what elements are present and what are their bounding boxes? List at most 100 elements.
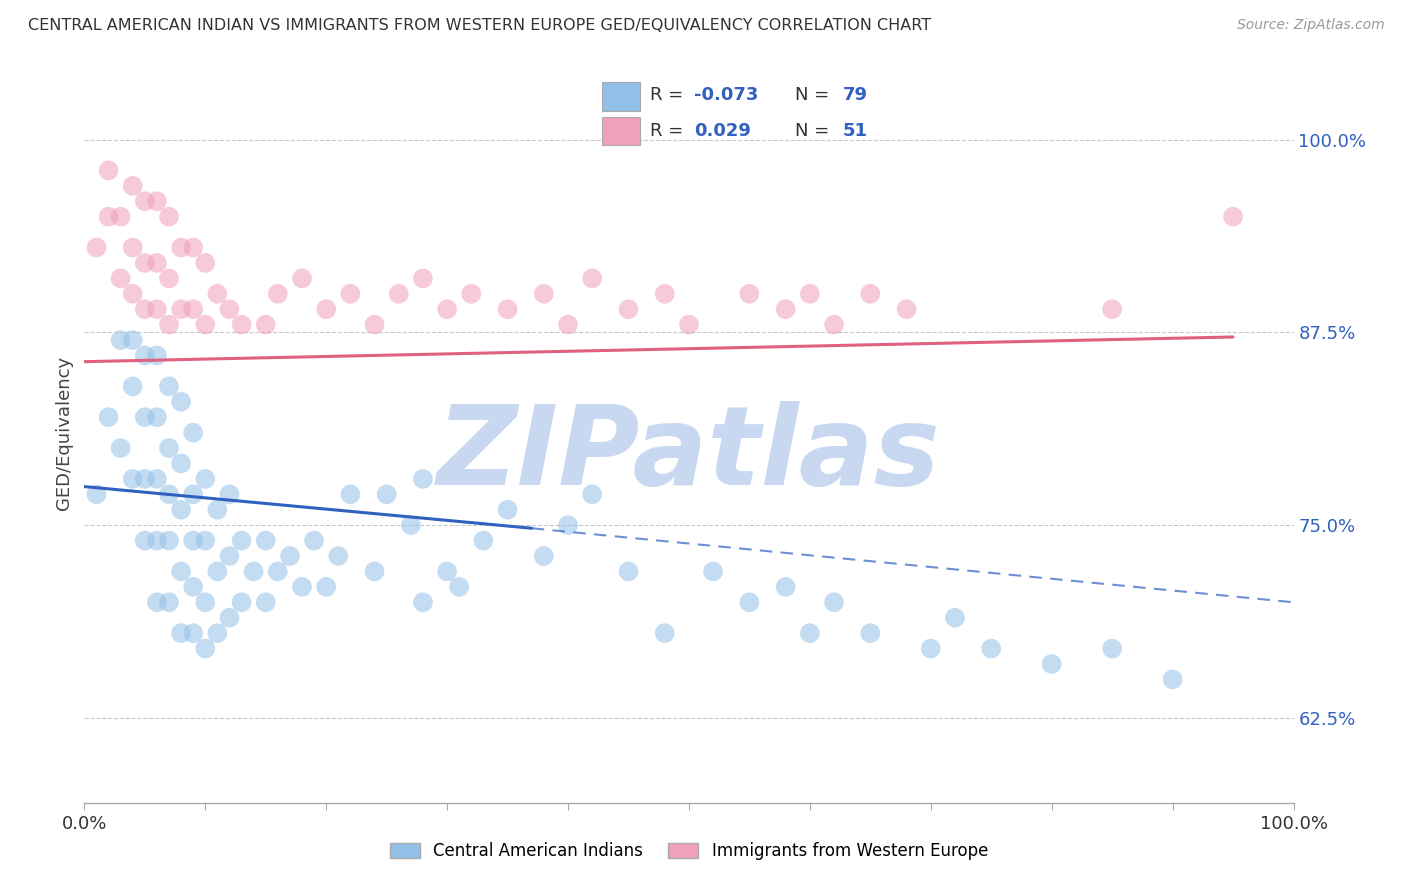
- Point: [496, 502, 519, 516]
- Point: [557, 518, 579, 533]
- Point: [617, 302, 640, 317]
- Point: [181, 487, 204, 501]
- Point: [363, 565, 385, 579]
- Point: [146, 410, 169, 425]
- Point: [134, 302, 156, 317]
- Point: [207, 565, 229, 579]
- Point: [207, 286, 229, 301]
- Point: [412, 271, 434, 285]
- Point: [436, 302, 458, 317]
- Point: [654, 286, 676, 301]
- Point: [328, 549, 350, 563]
- Point: [449, 580, 471, 594]
- Point: [375, 487, 398, 501]
- Point: [267, 286, 290, 301]
- Point: [157, 595, 180, 609]
- Point: [1040, 657, 1063, 671]
- Point: [1101, 302, 1123, 317]
- Point: [134, 410, 156, 425]
- Point: [678, 318, 700, 332]
- Point: [146, 595, 169, 609]
- Point: [980, 641, 1002, 656]
- Point: [181, 302, 204, 317]
- Point: [533, 286, 555, 301]
- Point: [254, 318, 277, 332]
- Point: [775, 302, 797, 317]
- Point: [170, 457, 193, 471]
- Point: [943, 611, 966, 625]
- Point: [134, 194, 156, 209]
- Text: CENTRAL AMERICAN INDIAN VS IMMIGRANTS FROM WESTERN EUROPE GED/EQUIVALENCY CORREL: CENTRAL AMERICAN INDIAN VS IMMIGRANTS FR…: [28, 18, 931, 33]
- Point: [799, 626, 821, 640]
- Point: [121, 379, 143, 393]
- Point: [134, 256, 156, 270]
- Point: [110, 333, 132, 347]
- Point: [110, 210, 132, 224]
- Point: [157, 533, 180, 548]
- Point: [412, 472, 434, 486]
- Point: [121, 240, 143, 254]
- Point: [134, 472, 156, 486]
- Point: [920, 641, 942, 656]
- Point: [121, 178, 143, 193]
- Point: [157, 271, 180, 285]
- Point: [170, 394, 193, 409]
- Text: Source: ZipAtlas.com: Source: ZipAtlas.com: [1237, 18, 1385, 32]
- Point: [496, 302, 519, 317]
- Point: [157, 487, 180, 501]
- Y-axis label: GED/Equivalency: GED/Equivalency: [55, 356, 73, 509]
- Point: [254, 533, 277, 548]
- Point: [170, 502, 193, 516]
- Point: [121, 472, 143, 486]
- Point: [363, 318, 385, 332]
- Point: [97, 410, 120, 425]
- Point: [315, 580, 337, 594]
- Point: [170, 626, 193, 640]
- Point: [194, 533, 217, 548]
- Point: [1222, 210, 1244, 224]
- Point: [399, 518, 422, 533]
- Point: [207, 502, 229, 516]
- Point: [1161, 673, 1184, 687]
- Point: [291, 580, 314, 594]
- Point: [302, 533, 325, 548]
- Point: [231, 533, 253, 548]
- Point: [1101, 641, 1123, 656]
- Point: [291, 271, 314, 285]
- Point: [388, 286, 411, 301]
- Point: [267, 565, 290, 579]
- Point: [157, 210, 180, 224]
- Point: [859, 286, 882, 301]
- Point: [799, 286, 821, 301]
- Point: [823, 318, 845, 332]
- Point: [157, 379, 180, 393]
- Point: [97, 210, 120, 224]
- Point: [775, 580, 797, 594]
- Point: [146, 533, 169, 548]
- Point: [110, 441, 132, 455]
- Point: [617, 565, 640, 579]
- Point: [472, 533, 495, 548]
- Point: [231, 318, 253, 332]
- Point: [86, 487, 108, 501]
- Point: [170, 565, 193, 579]
- Point: [146, 302, 169, 317]
- Point: [110, 271, 132, 285]
- Point: [146, 472, 169, 486]
- Point: [157, 318, 180, 332]
- Point: [702, 565, 724, 579]
- Point: [157, 441, 180, 455]
- Point: [339, 487, 361, 501]
- Point: [218, 611, 240, 625]
- Legend: Central American Indians, Immigrants from Western Europe: Central American Indians, Immigrants fro…: [381, 834, 997, 869]
- Point: [134, 533, 156, 548]
- Point: [738, 595, 761, 609]
- Point: [218, 549, 240, 563]
- Point: [581, 487, 603, 501]
- Point: [823, 595, 845, 609]
- Point: [242, 565, 264, 579]
- Point: [181, 580, 204, 594]
- Point: [738, 286, 761, 301]
- Point: [581, 271, 603, 285]
- Point: [859, 626, 882, 640]
